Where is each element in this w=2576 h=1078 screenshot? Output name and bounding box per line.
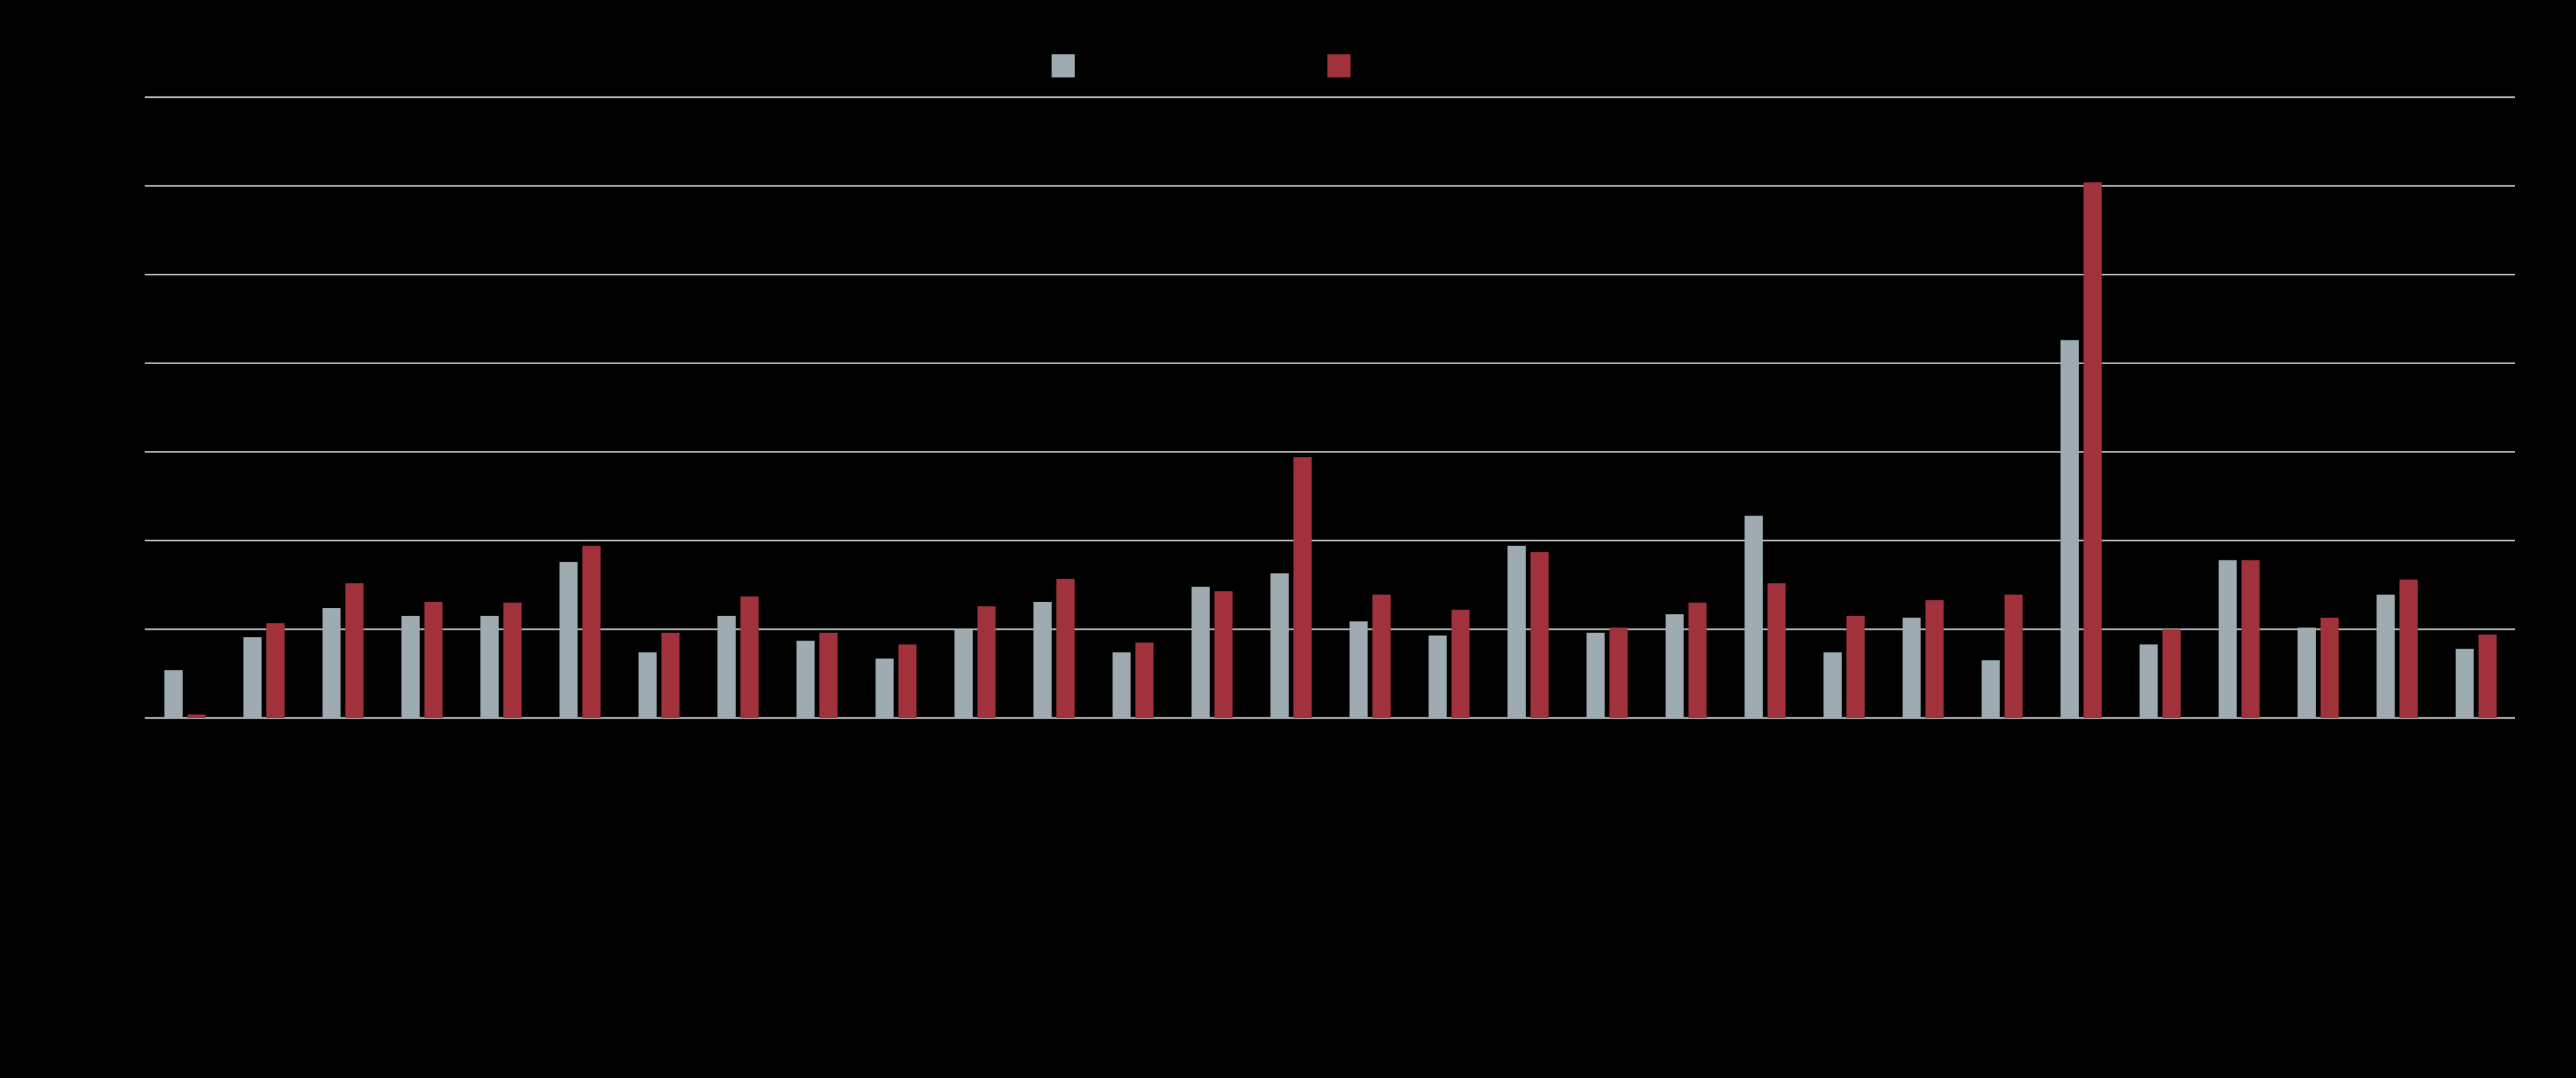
bar — [717, 615, 736, 718]
bar — [796, 641, 815, 718]
bar — [1586, 632, 1605, 718]
legend-swatch — [1052, 54, 1075, 77]
bar — [1981, 660, 2000, 718]
bar — [2297, 627, 2316, 718]
bar — [1530, 552, 1549, 718]
bar — [661, 632, 680, 718]
bar — [2376, 594, 2395, 718]
bar — [1214, 591, 1233, 718]
bar — [2241, 560, 2260, 718]
bar — [1846, 615, 1865, 718]
bar — [243, 637, 262, 718]
bar — [954, 629, 973, 718]
bar — [1902, 617, 1921, 718]
bar — [1507, 545, 1526, 718]
bar — [1135, 643, 1154, 718]
bar — [2320, 617, 2339, 718]
bar — [480, 615, 499, 718]
bar — [503, 603, 522, 718]
bar — [2399, 579, 2418, 718]
bar — [424, 601, 443, 718]
bar — [1745, 516, 1763, 718]
bar — [1451, 609, 1470, 718]
bar — [2139, 644, 2158, 718]
bar — [2162, 629, 2181, 718]
bar — [2455, 649, 2474, 718]
bar — [1428, 635, 1447, 718]
bar — [2060, 340, 2079, 718]
bar — [1688, 603, 1707, 718]
bar — [740, 596, 759, 718]
bar — [1056, 579, 1075, 718]
bar — [1372, 594, 1391, 718]
bar — [638, 652, 657, 718]
bar — [559, 562, 578, 718]
bar — [2083, 182, 2102, 718]
bar — [187, 714, 206, 718]
bar — [164, 670, 183, 718]
bar — [1293, 457, 1312, 718]
legend-swatch — [1327, 54, 1350, 77]
bar — [1033, 601, 1052, 718]
bar — [2218, 560, 2237, 718]
bar — [582, 545, 601, 718]
bar — [322, 608, 341, 718]
bar — [875, 658, 894, 718]
bar — [401, 615, 420, 718]
bar — [977, 606, 996, 718]
bar — [898, 644, 917, 718]
bar — [266, 623, 285, 718]
bar — [1191, 586, 1210, 718]
bar — [1270, 573, 1289, 718]
bar — [1665, 614, 1684, 718]
bar — [345, 583, 364, 718]
bar — [1823, 652, 1842, 718]
bar — [1767, 583, 1786, 718]
bar — [2478, 634, 2497, 718]
bar — [1925, 600, 1944, 718]
bar — [1112, 652, 1131, 718]
bar — [2004, 594, 2023, 718]
bar — [819, 632, 838, 718]
bar — [1609, 627, 1628, 718]
bar — [1349, 621, 1368, 718]
